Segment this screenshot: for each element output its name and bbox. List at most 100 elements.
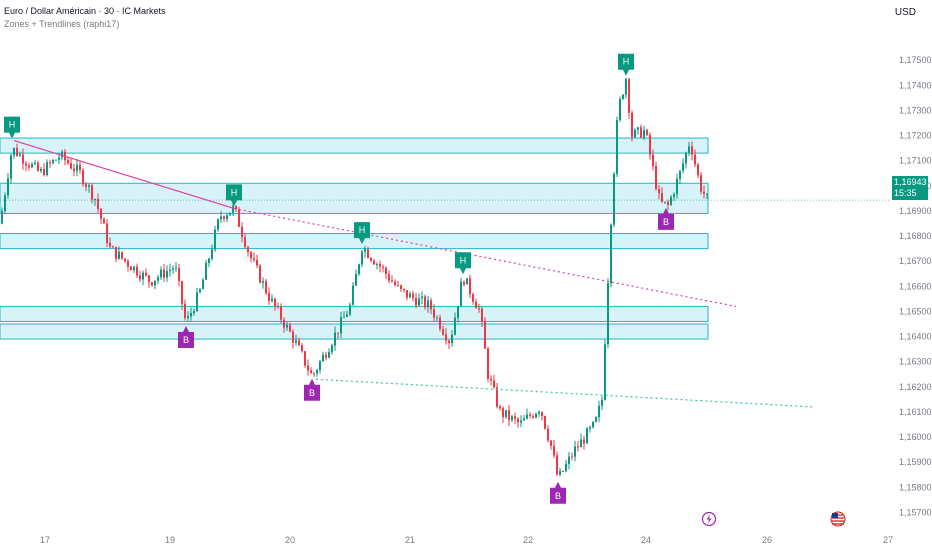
candle-body [541,411,543,417]
candle-body [430,300,432,310]
candle-body [340,317,342,334]
candle-body [139,275,141,280]
candle-body [7,178,9,196]
x-tick-label: 24 [641,535,651,545]
candle-body [574,446,576,457]
candle-body [25,163,27,166]
candle-body [220,216,222,220]
candle-body [526,414,528,419]
candle-body [667,201,669,205]
zone-rect [0,182,709,214]
candle-body [268,293,270,302]
candle-body [298,340,300,346]
y-tick-label: 1,16100 [899,407,932,417]
candle-body [502,408,504,417]
candle-body [670,196,672,205]
candle-body [637,127,639,130]
candle-body [199,289,201,293]
candle-body [325,354,327,358]
candle-body [124,258,126,262]
candle-body [646,129,648,135]
candle-body [427,300,429,308]
candle-body [316,370,318,374]
lightning-icon[interactable] [701,511,717,527]
candle-body [679,170,681,179]
candle-body [676,178,678,195]
candle-body [403,288,405,291]
candle-body [631,112,633,138]
y-tick-label: 1,16500 [899,306,932,316]
candle-body [580,439,582,448]
candle-body [100,208,102,219]
candle-body [463,281,465,285]
candle-body [235,205,237,210]
candle-body [514,416,516,419]
candle-body [178,267,180,282]
candle-body [400,285,402,289]
y-tick-label: 1,16900 [899,206,932,216]
candle-body [4,195,6,212]
candle-body [466,278,468,285]
y-tick-label: 1,16800 [899,231,932,241]
candle-body [391,280,393,282]
candle-body [61,151,63,158]
candle-body [634,129,636,138]
candle-body [349,304,351,315]
candle-body [97,199,99,209]
candle-body [82,170,84,185]
marker-label: B [309,388,315,398]
us-flag-icon[interactable] [830,511,846,527]
candle-body [172,268,174,270]
candle-body [412,293,414,298]
candle-body [622,94,624,99]
candle-body [277,306,279,308]
candle-body [673,194,675,197]
candle-body [472,294,474,302]
candle-body [70,163,72,169]
y-tick-label: 1,17100 [899,156,932,166]
high-marker: H [618,53,634,76]
candle-body [643,129,645,138]
y-tick-label: 1,15700 [899,507,932,517]
candle-body [343,316,345,318]
candle-body [628,79,630,113]
countdown-timer: 15:35 [894,188,917,198]
candle-body [238,209,240,227]
candle-body [73,168,75,171]
candle-body [58,157,60,160]
candle-body [247,247,249,253]
x-tick-label: 27 [883,535,893,545]
x-tick-label: 21 [405,535,415,545]
candle-body [319,361,321,371]
candle-body [91,185,93,200]
candle-body [28,165,30,168]
candle-body [655,166,657,190]
candle-body [607,283,609,345]
y-tick-label: 1,16200 [899,382,932,392]
candle-body [49,162,51,164]
candle-body [337,332,339,334]
candle-body [322,354,324,362]
candle-body [535,413,537,418]
candle-body [265,281,267,294]
candle-body [211,249,213,259]
candle-body [694,154,696,165]
x-tick-label: 17 [40,535,50,545]
candle-body [478,308,480,310]
candle-body [46,162,48,175]
candle-body [661,193,663,202]
candle-body [664,201,666,203]
candle-body [373,260,375,265]
candle-body [565,463,567,472]
candle-body [115,246,117,259]
candle-body [499,406,501,409]
candle-body [550,440,552,446]
candle-body [397,285,399,287]
candle-body [160,269,162,278]
candle-body [382,266,384,268]
candle-body [127,261,129,267]
candle-body [169,269,171,272]
x-tick-label: 19 [165,535,175,545]
candle-body [571,456,573,458]
